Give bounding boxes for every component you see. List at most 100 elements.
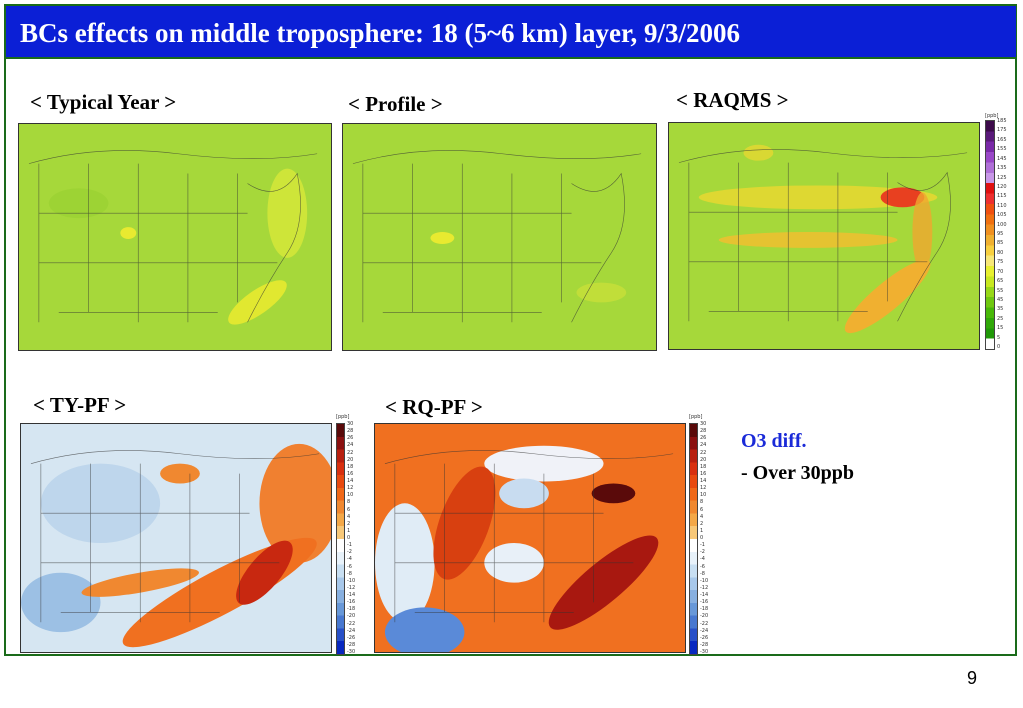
label-raqms: < RAQMS > <box>676 88 789 112</box>
colorbar-unit-rq-pf: [ppb] <box>689 414 703 420</box>
label-rq-pf: < RQ-PF > <box>385 395 483 419</box>
colorbar-diff-tick: -22 <box>347 620 356 627</box>
colorbar-raqms-tick: 125 <box>997 174 1007 181</box>
colorbar-diff-tick: 24 <box>700 442 707 449</box>
colorbar-raqms-tick: 155 <box>997 146 1007 153</box>
colorbar-diff-tick: 8 <box>700 499 704 506</box>
colorbar-diff-tick: -18 <box>700 606 709 613</box>
colorbar-ty-pf-ticks: 30 28 26 24 22 20 18 16 14 12 10 8 6 4 2 1 0 -1 -2 -4 -6 -8 -1… <box>347 422 365 656</box>
colorbar-raqms-tick: 5 <box>997 334 1001 341</box>
colorbar-raqms-tick: 0 <box>997 344 1001 350</box>
colorbar-diff-tick: 4 <box>700 513 704 520</box>
colorbar-diff-tick: -20 <box>700 613 709 620</box>
colorbar-diff-tick: -26 <box>347 634 356 641</box>
colorbar-diff-tick: 1 <box>347 527 351 534</box>
colorbar-raqms-tick: 110 <box>997 202 1007 209</box>
map-rq-pf-image <box>375 424 685 652</box>
colorbar-rq-pf <box>689 423 698 655</box>
colorbar-diff-tick: 26 <box>347 435 354 442</box>
slide-title: BCs effects on middle troposphere: 18 (5… <box>20 18 740 48</box>
colorbar-diff-tick: -8 <box>347 570 352 577</box>
colorbar-raqms-tick: 175 <box>997 127 1007 134</box>
map-typical-year-image <box>19 124 331 350</box>
map-rq-pf <box>374 423 686 653</box>
colorbar-diff-tick: 2 <box>347 520 351 527</box>
colorbar-diff-tick: 10 <box>700 492 707 499</box>
colorbar-raqms-tick: 115 <box>997 193 1007 200</box>
colorbar-diff-tick: -10 <box>347 577 356 584</box>
colorbar-raqms <box>985 120 995 350</box>
colorbar-ty-pf <box>336 423 345 655</box>
colorbar-raqms-tick: 100 <box>997 221 1007 228</box>
colorbar-unit-ty-pf: [ppb] <box>336 414 350 420</box>
colorbar-diff-tick: -30 <box>700 649 709 655</box>
colorbar-diff-tick: 14 <box>700 478 707 484</box>
colorbar-diff-tick: 18 <box>700 463 707 470</box>
map-profile-image <box>343 124 656 350</box>
colorbar-diff-tick: 22 <box>347 449 354 456</box>
colorbar-diff-tick: -1 <box>700 542 705 549</box>
colorbar-diff-tick: -4 <box>700 556 705 563</box>
colorbar-diff-tick: -12 <box>347 584 356 591</box>
colorbar-diff-tick: 6 <box>700 506 704 513</box>
colorbar-diff-tick: -1 <box>347 542 352 549</box>
colorbar-diff-tick: -6 <box>347 563 352 570</box>
colorbar-raqms-tick: 95 <box>997 231 1004 237</box>
colorbar-diff-tick: -8 <box>700 570 705 577</box>
map-ty-pf <box>20 423 332 653</box>
colorbar-diff-tick: -4 <box>347 556 352 563</box>
colorbar-raqms-tick: 145 <box>997 155 1007 162</box>
map-profile <box>342 123 657 351</box>
note-o3-diff: O3 diff. <box>741 430 807 452</box>
slide-frame <box>4 4 1017 656</box>
colorbar-raqms-tick: 65 <box>997 278 1004 285</box>
colorbar-raqms-tick: 55 <box>997 287 1004 294</box>
colorbar-raqms-tick: 105 <box>997 212 1007 219</box>
colorbar-diff-tick: 16 <box>700 470 707 477</box>
colorbar-diff-tick: 1 <box>700 527 704 534</box>
title-bar: BCs effects on middle troposphere: 18 (5… <box>6 6 1016 59</box>
colorbar-raqms-tick: 70 <box>997 268 1004 275</box>
colorbar-diff-tick: -28 <box>700 641 709 648</box>
colorbar-diff-tick: -22 <box>700 620 709 627</box>
colorbar-diff-tick: -12 <box>700 584 709 591</box>
colorbar-diff-tick: -2 <box>347 549 352 556</box>
colorbar-diff-tick: 18 <box>347 463 354 470</box>
colorbar-diff-tick: -16 <box>700 599 709 606</box>
colorbar-diff-tick: 16 <box>347 470 354 477</box>
colorbar-diff-tick: 0 <box>700 535 704 541</box>
colorbar-raqms-tick: 165 <box>997 136 1007 143</box>
colorbar-diff-tick: 30 <box>700 421 707 427</box>
colorbar-raqms-tick: 25 <box>997 315 1004 322</box>
colorbar-diff-tick: 26 <box>700 435 707 442</box>
colorbar-diff-tick: 20 <box>700 456 707 463</box>
colorbar-diff-tick: -10 <box>700 577 709 584</box>
colorbar-diff-tick: -16 <box>347 599 356 606</box>
colorbar-diff-tick: -2 <box>700 549 705 556</box>
colorbar-diff-tick: -18 <box>347 606 356 613</box>
map-raqms <box>668 122 980 350</box>
colorbar-raqms-tick: 15 <box>997 325 1004 332</box>
colorbar-diff-tick: 12 <box>700 485 707 492</box>
label-typical-year: < Typical Year > <box>30 90 177 114</box>
colorbar-unit-raqms: [ppb] <box>985 113 999 119</box>
colorbar-raqms-tick: 35 <box>997 306 1004 313</box>
colorbar-diff-tick: 24 <box>347 442 354 449</box>
map-ty-pf-image <box>21 424 331 652</box>
colorbar-diff-tick: 28 <box>700 428 707 435</box>
colorbar-diff-tick: 28 <box>347 428 354 435</box>
colorbar-raqms-tick: 75 <box>997 259 1004 266</box>
colorbar-diff-tick: 2 <box>700 520 704 527</box>
colorbar-diff-tick: 12 <box>347 485 354 492</box>
colorbar-diff-tick: -14 <box>347 592 356 598</box>
colorbar-raqms-tick: 80 <box>997 249 1004 256</box>
colorbar-diff-tick: -20 <box>347 613 356 620</box>
colorbar-diff-tick: 6 <box>347 506 351 513</box>
colorbar-diff-tick: -14 <box>700 592 709 598</box>
label-ty-pf: < TY-PF > <box>33 393 127 417</box>
page-number: 9 <box>967 668 978 688</box>
colorbar-diff-tick: -26 <box>700 634 709 641</box>
colorbar-diff-tick: 4 <box>347 513 351 520</box>
colorbar-raqms-tick: 135 <box>997 165 1007 172</box>
colorbar-raqms-tick: 185 <box>997 118 1007 124</box>
